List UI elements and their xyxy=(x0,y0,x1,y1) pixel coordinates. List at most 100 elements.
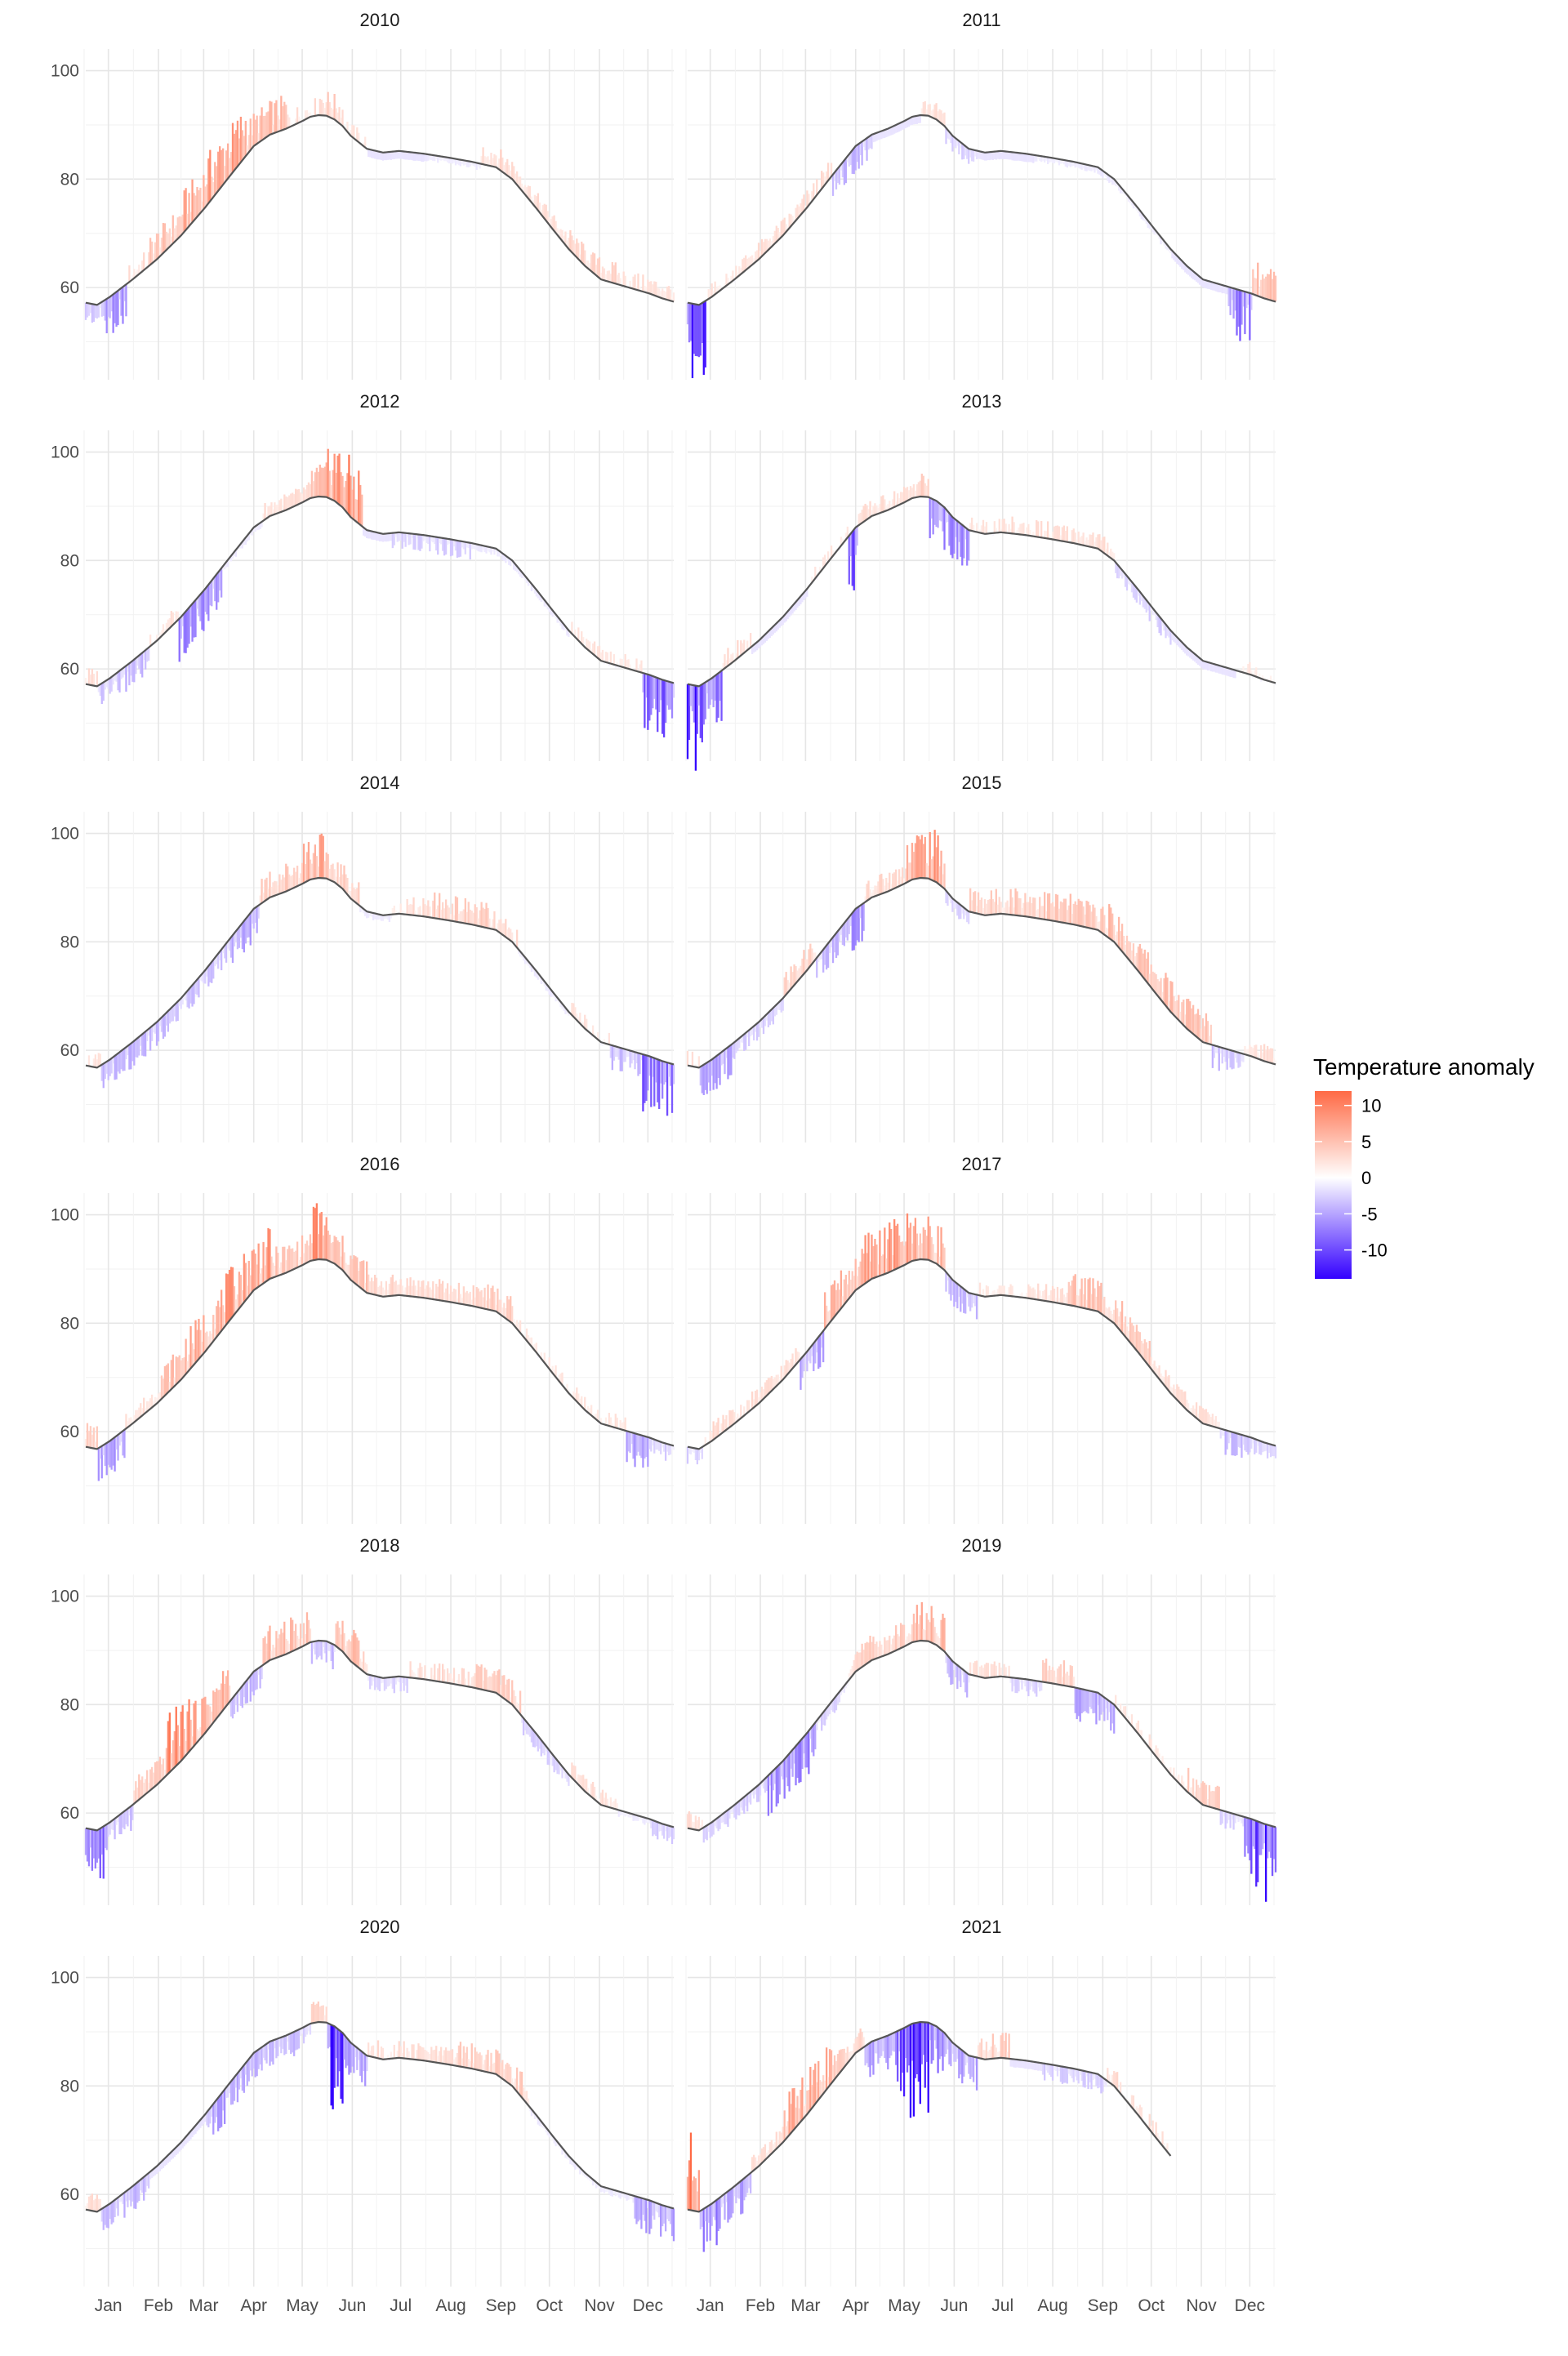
anomaly-bar xyxy=(136,1787,139,1802)
anomaly-bar xyxy=(648,2200,651,2234)
anomaly-bar xyxy=(102,682,105,701)
anomaly-bar xyxy=(328,868,331,880)
anomaly-bar xyxy=(178,618,180,662)
anomaly-bar xyxy=(1056,1286,1059,1303)
anomaly-bar xyxy=(702,301,705,375)
anomaly-bar xyxy=(632,276,635,289)
anomaly-bar xyxy=(699,304,702,356)
anomaly-bar xyxy=(866,884,868,902)
anomaly-bar xyxy=(1184,645,1187,654)
anomaly-bar xyxy=(581,1021,583,1026)
anomaly-bar xyxy=(100,301,103,317)
anomaly-bar xyxy=(498,158,501,170)
anomaly-bar xyxy=(275,1246,278,1276)
anomaly-bar xyxy=(1036,155,1038,162)
anomaly-bar xyxy=(1189,1001,1192,1031)
anomaly-bar xyxy=(233,551,236,556)
anomaly-bar xyxy=(292,1619,294,1651)
anomaly-bar xyxy=(902,878,906,884)
anomaly-bar xyxy=(236,1691,239,1712)
anomaly-bar xyxy=(1032,1287,1035,1299)
anomaly-bar xyxy=(288,117,291,127)
anomaly-bar xyxy=(553,215,555,231)
anomaly-bar xyxy=(1191,651,1193,659)
anomaly-bar xyxy=(584,1396,586,1410)
anomaly-bars xyxy=(84,2001,675,2242)
anomaly-bar xyxy=(163,1366,167,1396)
anomaly-bar xyxy=(963,1289,965,1313)
anomaly-bar xyxy=(188,1699,190,1752)
anomaly-bar xyxy=(823,1710,826,1726)
anomaly-bar xyxy=(596,1410,599,1421)
anomaly-bar xyxy=(498,550,501,557)
anomaly-bar xyxy=(568,238,570,249)
anomaly-bar xyxy=(688,1447,691,1454)
anomaly-bar xyxy=(459,1294,462,1304)
anomaly-bar xyxy=(203,1315,205,1354)
anomaly-bar xyxy=(508,1678,510,1703)
anomaly-bar xyxy=(740,1405,742,1418)
anomaly-bar xyxy=(333,1645,336,1652)
anomaly-bar xyxy=(1098,921,1101,932)
anomaly-bar xyxy=(555,614,557,619)
anomaly-bar xyxy=(1186,1786,1188,1792)
anomaly-bar xyxy=(1034,154,1036,162)
anomaly-bar xyxy=(961,906,964,914)
anomaly-bar xyxy=(1166,626,1169,636)
anomaly-bar xyxy=(388,1677,391,1686)
anomaly-bar xyxy=(508,1299,510,1321)
anomaly-bar xyxy=(972,2056,975,2082)
anomaly-bar xyxy=(1029,154,1031,163)
anomaly-bar xyxy=(906,1636,909,1646)
anomaly-bar xyxy=(1066,1671,1068,1686)
anomaly-bar xyxy=(376,1677,380,1690)
anomaly-bar xyxy=(212,960,215,979)
anomaly-bar xyxy=(1027,2060,1030,2069)
anomaly-bar xyxy=(261,1665,263,1680)
anomaly-bar xyxy=(803,592,805,600)
anomaly-bar xyxy=(354,499,357,522)
anomaly-bar xyxy=(467,902,470,924)
anomaly-bar xyxy=(662,1061,666,1085)
anomaly-bar xyxy=(1045,1284,1048,1302)
anomaly-bar xyxy=(457,2045,461,2067)
anomaly-bar xyxy=(280,1262,283,1275)
anomaly-bar xyxy=(757,243,760,260)
anomaly-bar xyxy=(99,684,101,696)
anomaly-bar xyxy=(469,542,471,560)
anomaly-bar xyxy=(114,2199,116,2217)
anomaly-bar xyxy=(1095,2073,1098,2087)
anomaly-bar xyxy=(368,1675,372,1690)
anomaly-bar xyxy=(249,1275,252,1294)
anomaly-bar xyxy=(513,1690,515,1707)
anomaly-bar xyxy=(750,1791,752,1805)
anomaly-bar xyxy=(1014,888,1017,915)
anomaly-bar xyxy=(608,663,611,666)
anomaly-bar xyxy=(527,961,530,966)
anomaly-bar xyxy=(630,1051,633,1064)
anomaly-bar xyxy=(601,266,604,280)
anomaly-bar xyxy=(750,1028,752,1037)
panel-2019: 2019 xyxy=(685,1535,1277,1905)
anomaly-bar xyxy=(127,664,129,672)
anomaly-bar xyxy=(988,152,991,161)
anomaly-bar xyxy=(616,1417,618,1428)
anomaly-bar xyxy=(980,525,983,533)
gridlines xyxy=(83,1574,674,1905)
anomaly-bar xyxy=(811,948,813,964)
y-tick-label: 60 xyxy=(60,1804,79,1823)
anomaly-bar xyxy=(953,518,956,554)
anomaly-bar xyxy=(1213,1045,1215,1058)
anomaly-bar xyxy=(1193,1014,1196,1035)
anomaly-bar xyxy=(378,1285,381,1296)
anomaly-bar xyxy=(256,906,258,933)
anomaly-bar xyxy=(207,158,210,203)
anomaly-bar xyxy=(1223,1810,1225,1817)
anomaly-bar xyxy=(1234,288,1236,311)
anomaly-bar xyxy=(1019,2060,1022,2069)
anomaly-bar xyxy=(550,1752,552,1757)
anomaly-bar xyxy=(932,1244,934,1263)
anomaly-bar xyxy=(709,1060,711,1091)
anomaly-bar xyxy=(256,525,258,531)
anomaly-bar xyxy=(290,1249,292,1271)
